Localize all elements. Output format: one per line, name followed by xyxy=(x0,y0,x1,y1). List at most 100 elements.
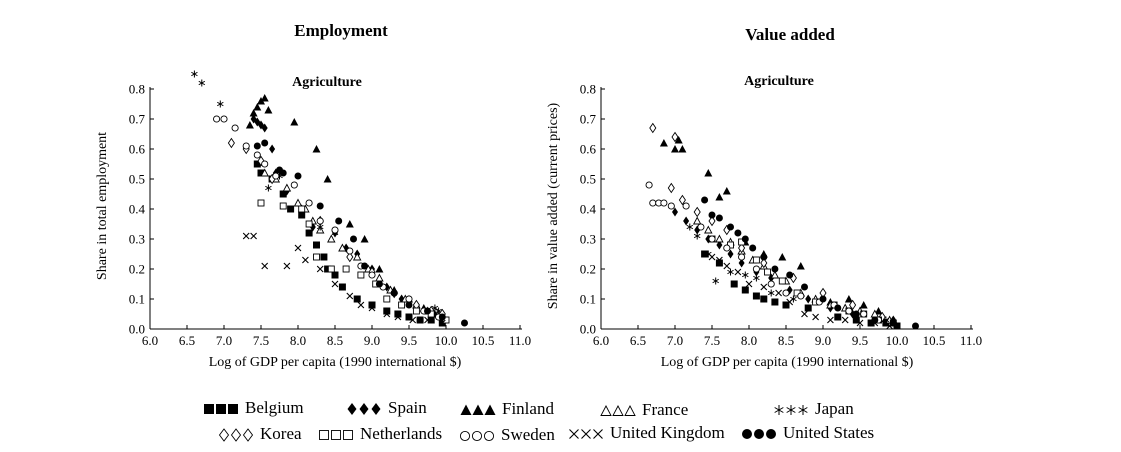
point-france xyxy=(704,225,713,234)
point-france xyxy=(715,234,724,243)
legend-glyph xyxy=(581,429,591,439)
point-united-states xyxy=(801,283,808,291)
point-spain xyxy=(738,258,745,268)
point-belgium xyxy=(368,301,376,309)
legend-marker-korea xyxy=(218,428,256,442)
point-finland xyxy=(659,139,668,147)
point-france xyxy=(327,234,336,243)
point-united-states xyxy=(350,235,357,243)
point-finland xyxy=(249,109,258,117)
point-finland xyxy=(290,118,299,126)
point-united-states xyxy=(771,265,779,273)
point-finland xyxy=(859,301,868,309)
x-tick-label: 8.5 xyxy=(327,333,343,348)
x-tick-label: 11.0 xyxy=(509,333,531,348)
point-netherlands xyxy=(357,271,365,279)
x-tick-label: 9.0 xyxy=(364,333,380,348)
point-sweden xyxy=(290,181,298,189)
legend-marker-belgium xyxy=(203,402,241,416)
point-sweden xyxy=(346,247,354,255)
point-united-kingdom xyxy=(261,262,269,270)
legend-marker-japan xyxy=(773,403,811,417)
point-united-states xyxy=(316,202,324,210)
point-belgium xyxy=(353,295,361,303)
point-united-states xyxy=(279,169,287,177)
point-japan xyxy=(767,289,775,297)
point-united-states xyxy=(375,280,383,288)
legend-label: United Kingdom xyxy=(610,423,725,442)
point-spain xyxy=(727,249,734,259)
point-united-states xyxy=(749,244,757,252)
x-tick-label: 6.5 xyxy=(630,333,646,348)
point-netherlands xyxy=(412,307,420,315)
point-united-kingdom xyxy=(346,292,354,300)
point-sweden xyxy=(231,124,239,132)
point-united-kingdom xyxy=(786,298,794,306)
point-united-kingdom xyxy=(856,319,864,327)
y-tick-label: 0.3 xyxy=(580,232,596,247)
point-united-kingdom xyxy=(438,319,446,327)
point-united-kingdom xyxy=(368,304,376,312)
legend-item-japan: Japan xyxy=(773,399,854,419)
point-belgium xyxy=(313,241,320,249)
point-japan xyxy=(217,100,224,108)
point-netherlands xyxy=(327,265,335,273)
point-sweden xyxy=(860,310,868,318)
point-united-kingdom xyxy=(812,313,819,321)
chart-figure: Employment Agriculture Share in total em… xyxy=(95,21,982,370)
y-tick-label: 0.7 xyxy=(580,112,597,127)
point-korea xyxy=(667,182,675,194)
point-japan xyxy=(198,79,206,87)
point-united-states xyxy=(741,235,749,243)
legend-label: Spain xyxy=(388,398,427,417)
point-netherlands xyxy=(778,277,786,285)
legend-label: Belgium xyxy=(245,398,304,417)
point-korea xyxy=(227,137,235,149)
legend-glyph xyxy=(600,405,612,417)
point-netherlands xyxy=(313,253,320,261)
point-belgium xyxy=(383,307,391,315)
legend-glyph xyxy=(754,429,764,440)
point-japan xyxy=(790,295,797,303)
point-belgium xyxy=(730,280,738,288)
point-united-kingdom xyxy=(716,256,723,264)
point-finland xyxy=(715,193,724,201)
point-belgium xyxy=(416,316,424,324)
point-belgium xyxy=(741,286,749,294)
point-united-kingdom xyxy=(760,283,768,291)
point-sweden xyxy=(708,235,716,243)
point-sweden xyxy=(667,202,675,210)
legend-glyph xyxy=(204,404,214,415)
point-france xyxy=(375,273,384,282)
point-sweden xyxy=(261,160,269,168)
point-united-states xyxy=(405,301,413,309)
point-sweden xyxy=(220,115,228,123)
point-belgium xyxy=(804,304,812,312)
point-united-states xyxy=(834,304,842,312)
x-tick-label: 6.0 xyxy=(142,333,158,348)
point-netherlands xyxy=(752,256,760,264)
data-points xyxy=(191,70,468,327)
x-tick-label: 10.5 xyxy=(923,333,946,348)
legend-marker-usa xyxy=(741,427,779,441)
point-belgium xyxy=(867,319,875,327)
x-axis-label: Log of GDP per capita (1990 internationa… xyxy=(661,355,914,370)
legend-label: France xyxy=(642,400,689,419)
point-united-states xyxy=(852,310,860,318)
x-tick-label: 10.0 xyxy=(886,333,909,348)
point-united-states xyxy=(361,262,369,270)
point-japan xyxy=(265,184,272,192)
point-korea xyxy=(849,299,857,311)
legend-item-netherlands: Netherlands xyxy=(318,424,442,444)
point-united-kingdom xyxy=(723,262,731,270)
point-belgium xyxy=(324,265,332,273)
chart-subtitle: Agriculture xyxy=(744,74,814,89)
point-spain xyxy=(261,123,268,133)
y-tick-label: 0.5 xyxy=(129,172,145,187)
point-japan xyxy=(753,274,760,282)
point-sweden xyxy=(752,265,760,273)
legend-label: United States xyxy=(783,423,875,442)
point-france xyxy=(282,183,292,192)
point-finland xyxy=(312,145,321,153)
point-sweden xyxy=(272,172,280,180)
